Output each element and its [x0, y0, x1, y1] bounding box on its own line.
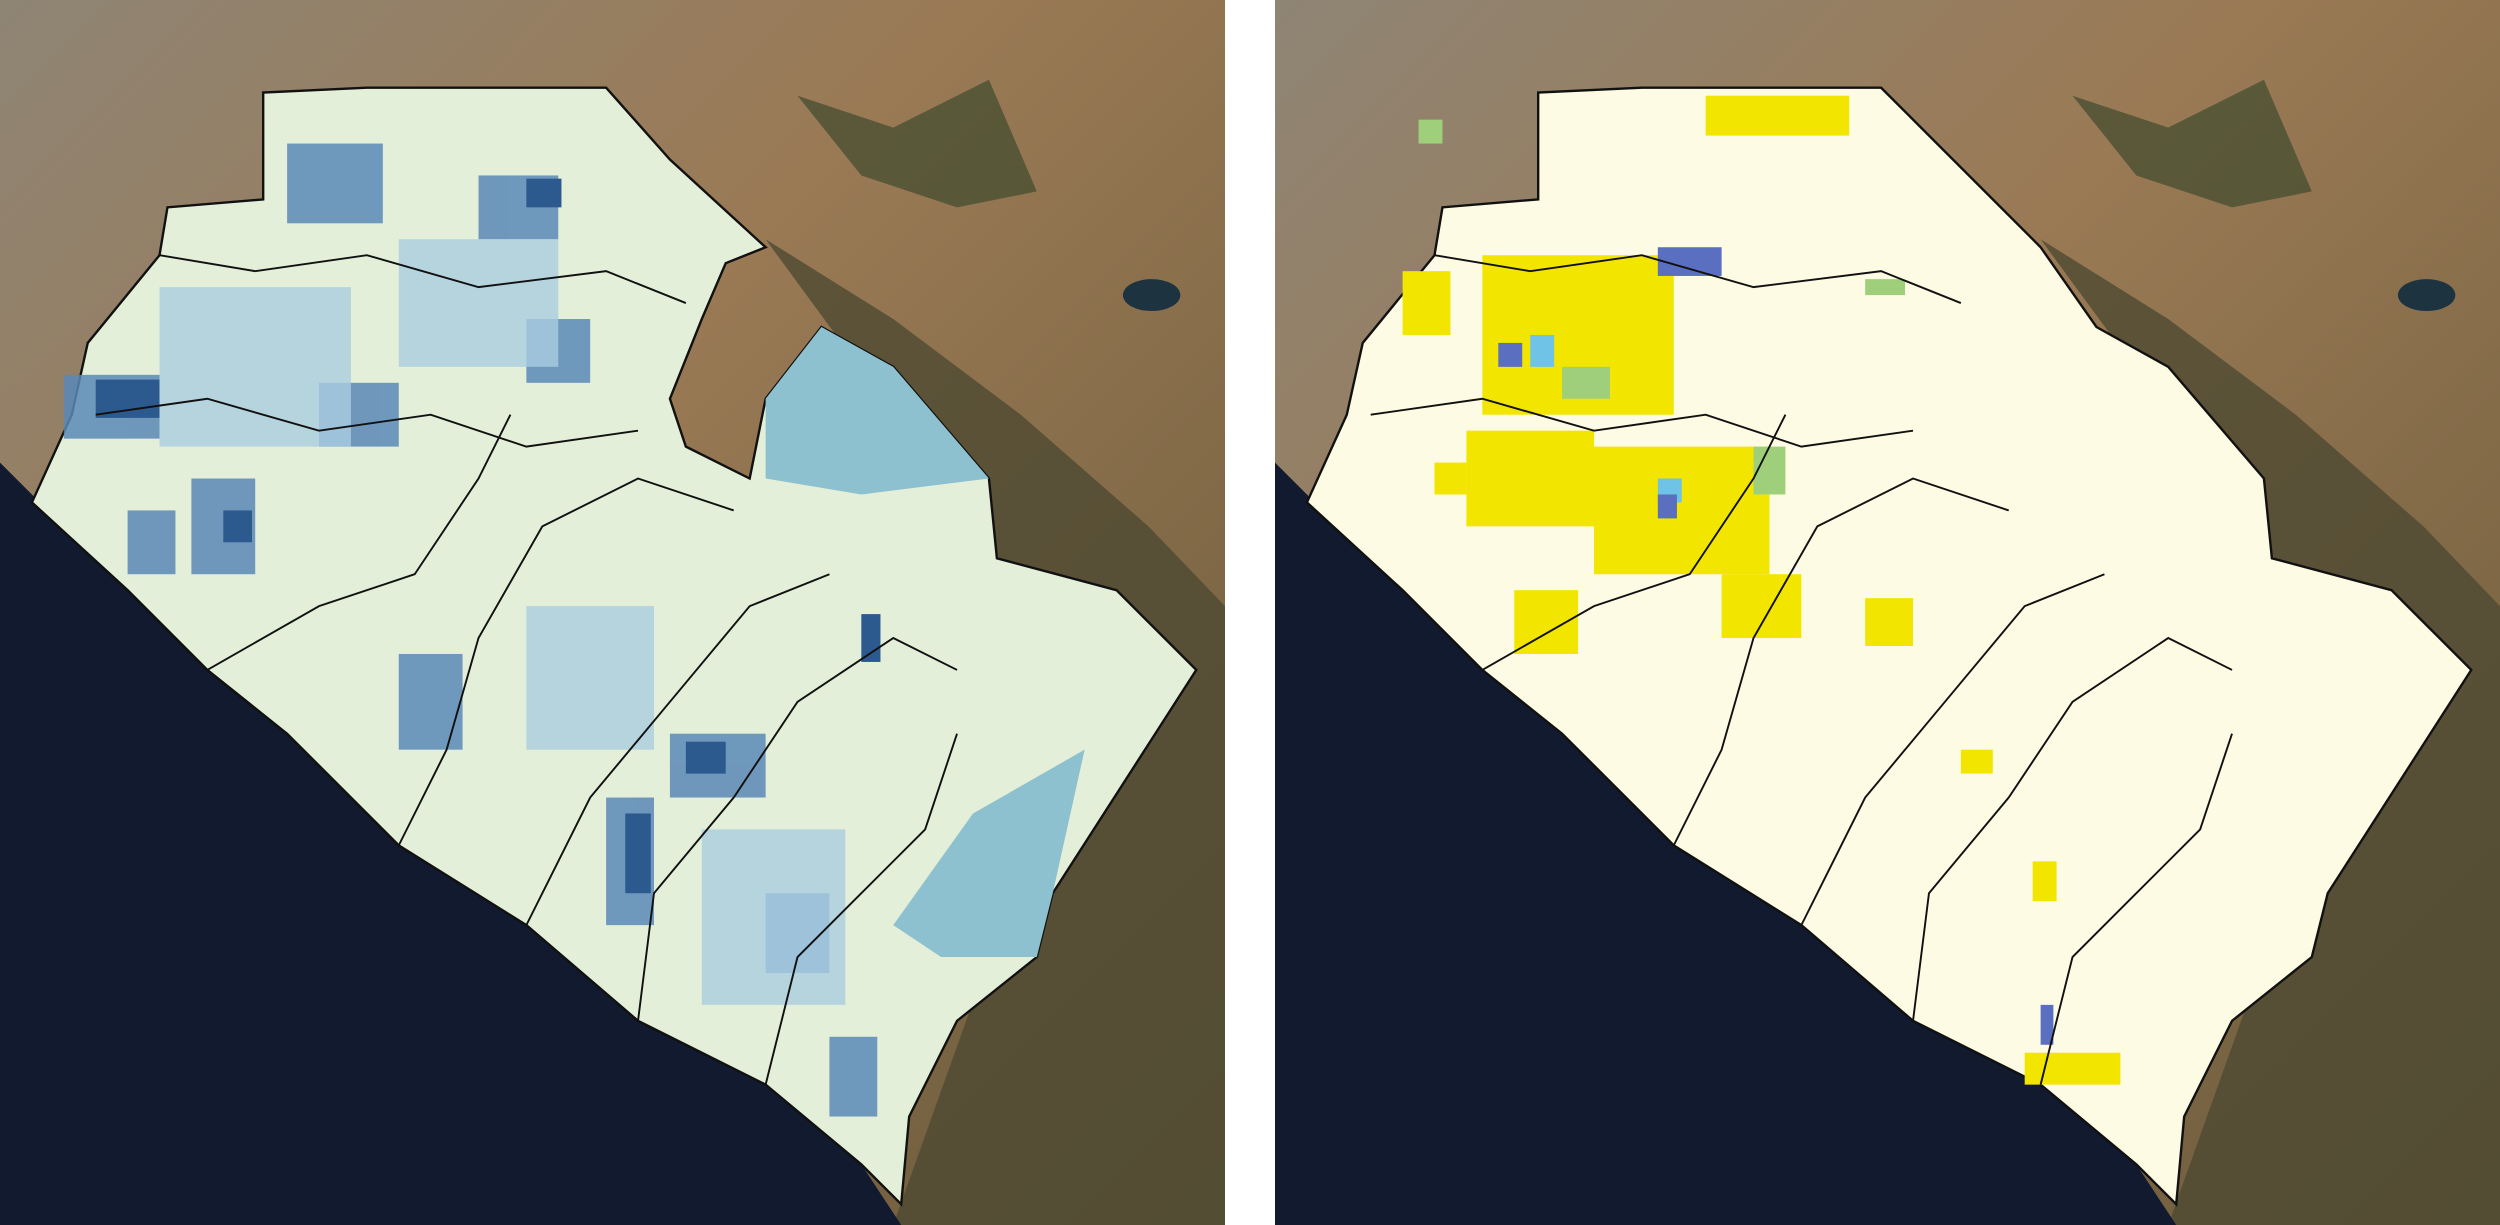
vegetation: [2072, 79, 2312, 208]
map-panel-left: [0, 0, 1225, 1225]
region: [893, 749, 1085, 958]
boundaries: [95, 254, 958, 1085]
tracts-blue: [1498, 247, 2054, 1045]
tracts-light: [159, 239, 846, 1005]
region: [765, 326, 989, 495]
ocean: [0, 462, 902, 1225]
vegetation: [797, 79, 1037, 208]
mountains: [2040, 239, 2500, 1225]
mountains: [765, 239, 1225, 1225]
tracts-green: [1418, 119, 1906, 495]
lake: [1122, 279, 1181, 312]
tracts-dark: [95, 178, 881, 894]
boundaries: [1370, 254, 2233, 1085]
lake: [2397, 279, 2456, 312]
ocean: [1275, 462, 2177, 1225]
map-panel-right: [1275, 0, 2500, 1225]
